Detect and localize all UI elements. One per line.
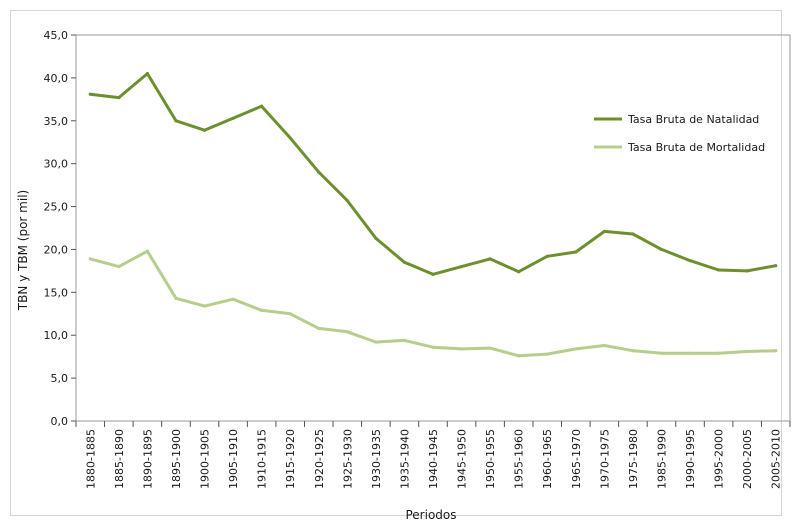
- x-tick-label: 1905-1910: [227, 429, 240, 489]
- y-tick-label: 40,0: [44, 72, 69, 85]
- data-point: [117, 265, 121, 269]
- data-point: [202, 128, 207, 132]
- data-point: [317, 170, 321, 174]
- data-point: [231, 297, 235, 301]
- data-point: [145, 249, 149, 253]
- x-tick-label: 1930-1935: [370, 429, 383, 489]
- data-point: [402, 260, 407, 264]
- series-line-natalidad: [88, 72, 778, 276]
- data-point: [260, 104, 264, 108]
- data-point: [517, 270, 521, 274]
- data-point: [602, 343, 606, 348]
- data-point: [774, 349, 778, 353]
- data-point: [174, 119, 178, 123]
- data-point: [459, 265, 464, 269]
- y-axis-title: TBN y TBM (por mil): [16, 190, 30, 311]
- x-tick-label: 1950-1955: [484, 429, 497, 489]
- x-tick-label: 1880-1885: [84, 429, 97, 489]
- data-point: [374, 340, 378, 344]
- y-tick-label: 15,0: [44, 286, 69, 299]
- data-point: [631, 349, 635, 353]
- y-tick-label: 25,0: [44, 201, 69, 214]
- data-point: [459, 347, 464, 351]
- data-point: [688, 351, 692, 355]
- data-point: [717, 268, 721, 272]
- data-point: [402, 338, 407, 342]
- y-tick-label: 35,0: [44, 115, 69, 128]
- x-tick-label: 1955-1960: [513, 429, 526, 489]
- data-point: [288, 312, 292, 316]
- x-tick-label: 2000-2005: [741, 429, 754, 489]
- x-tick-label: 1935-1940: [398, 429, 411, 489]
- data-point: [431, 272, 435, 276]
- x-tick-label: 1895-1900: [170, 429, 183, 489]
- data-point: [374, 236, 378, 240]
- x-tick-label: 1995-2000: [713, 429, 726, 489]
- x-tick-label: 1975-1980: [627, 429, 640, 489]
- x-tick-label: 1990-1995: [684, 429, 697, 489]
- data-point: [431, 345, 435, 349]
- legend-label-mortalidad: Tasa Bruta de Mortalidad: [627, 141, 765, 154]
- x-tick-label: 1910-1915: [256, 429, 269, 489]
- data-point: [574, 347, 578, 351]
- plot-area: [75, 34, 791, 422]
- x-tick-label: 1945-1950: [456, 429, 469, 489]
- x-tick-label: 1925-1930: [341, 429, 354, 489]
- legend-label-natalidad: Tasa Bruta de Natalidad: [627, 113, 759, 126]
- data-point: [488, 257, 492, 261]
- data-point: [488, 346, 492, 350]
- x-tick-label: 1920-1925: [313, 429, 326, 489]
- plot-border: [75, 34, 791, 422]
- data-point: [517, 354, 521, 358]
- data-point: [688, 258, 692, 263]
- chart-frame: [10, 10, 782, 516]
- y-tick-label: 0,0: [51, 415, 69, 428]
- data-point: [774, 264, 778, 268]
- data-point: [602, 229, 606, 234]
- data-point: [345, 330, 349, 334]
- data-point: [202, 304, 207, 308]
- x-tick-label: 1940-1945: [427, 429, 440, 489]
- x-tick-label: 1970-1975: [598, 429, 611, 489]
- y-axis-ticks: 0,0 5,0 10,0 15,0 20,0 25,0 30,0 35,0 40,0 45,0: [44, 29, 76, 428]
- legend: Tasa Bruta de Natalidad Tasa Bruta de Mo…: [594, 113, 765, 154]
- data-point: [574, 250, 578, 254]
- data-point: [745, 349, 749, 354]
- x-tick-label: 1890-1895: [141, 429, 154, 489]
- x-tick-label: 1900-1905: [199, 429, 212, 489]
- data-point: [288, 136, 292, 140]
- data-point: [260, 308, 264, 312]
- x-axis-title: Periodos: [405, 508, 456, 522]
- series-line-mortalidad: [88, 249, 778, 358]
- data-point: [345, 198, 349, 203]
- data-point: [545, 254, 549, 258]
- x-tick-label: 1960-1965: [541, 429, 554, 489]
- data-point: [174, 296, 178, 300]
- data-point: [717, 351, 721, 355]
- data-point: [231, 116, 235, 120]
- data-point: [745, 269, 749, 273]
- y-tick-label: 5,0: [51, 372, 69, 385]
- data-point: [631, 232, 635, 236]
- data-point: [317, 326, 321, 330]
- series-lines: [88, 72, 778, 358]
- data-point: [117, 96, 121, 100]
- x-axis-ticks: 1880-1885 1885-1890 1890-1895 1895-1900 1900…: [75, 421, 791, 489]
- data-point: [659, 247, 664, 252]
- y-tick-label: 20,0: [44, 243, 69, 256]
- data-point: [88, 257, 92, 261]
- x-tick-label: 2005-2010: [770, 429, 783, 489]
- data-point: [545, 352, 549, 356]
- data-point: [88, 92, 92, 96]
- y-tick-label: 45,0: [44, 29, 69, 42]
- y-tick-label: 30,0: [44, 158, 69, 171]
- x-tick-label: 1885-1890: [113, 429, 126, 489]
- x-tick-label: 1915-1920: [284, 429, 297, 489]
- x-tick-label: 1985-1990: [655, 429, 668, 489]
- data-point: [659, 351, 664, 355]
- x-tick-label: 1965-1970: [570, 429, 583, 489]
- data-point: [145, 72, 149, 76]
- y-tick-label: 10,0: [44, 329, 69, 342]
